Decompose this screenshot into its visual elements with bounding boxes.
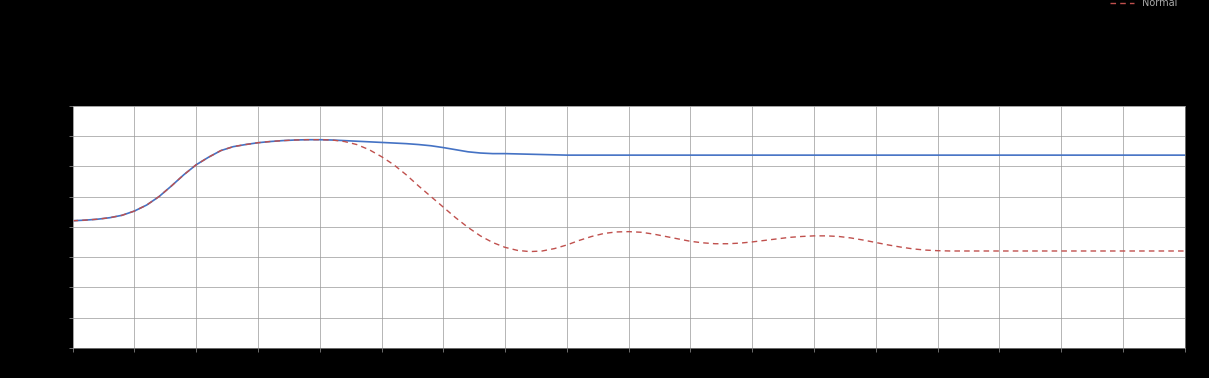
2021 bbox=[1178, 153, 1192, 157]
2021 bbox=[300, 138, 314, 142]
Normal bbox=[201, 155, 215, 160]
Normal bbox=[522, 249, 537, 254]
Line: 2021: 2021 bbox=[73, 140, 1185, 221]
2021 bbox=[201, 155, 215, 160]
Line: Normal: Normal bbox=[73, 140, 1185, 252]
2021 bbox=[337, 138, 352, 143]
2021 bbox=[1017, 153, 1031, 157]
Normal bbox=[1029, 249, 1043, 253]
2021 bbox=[65, 218, 80, 223]
Normal bbox=[337, 139, 352, 144]
Normal bbox=[733, 241, 747, 245]
2021 bbox=[361, 139, 376, 144]
Normal bbox=[65, 218, 80, 223]
2021 bbox=[1165, 153, 1180, 157]
Normal bbox=[1178, 249, 1192, 253]
2021 bbox=[1153, 153, 1168, 157]
Normal bbox=[361, 147, 376, 152]
Legend: 2021, Normal: 2021, Normal bbox=[1106, 0, 1180, 11]
Normal bbox=[1165, 249, 1180, 253]
Normal bbox=[300, 138, 314, 142]
